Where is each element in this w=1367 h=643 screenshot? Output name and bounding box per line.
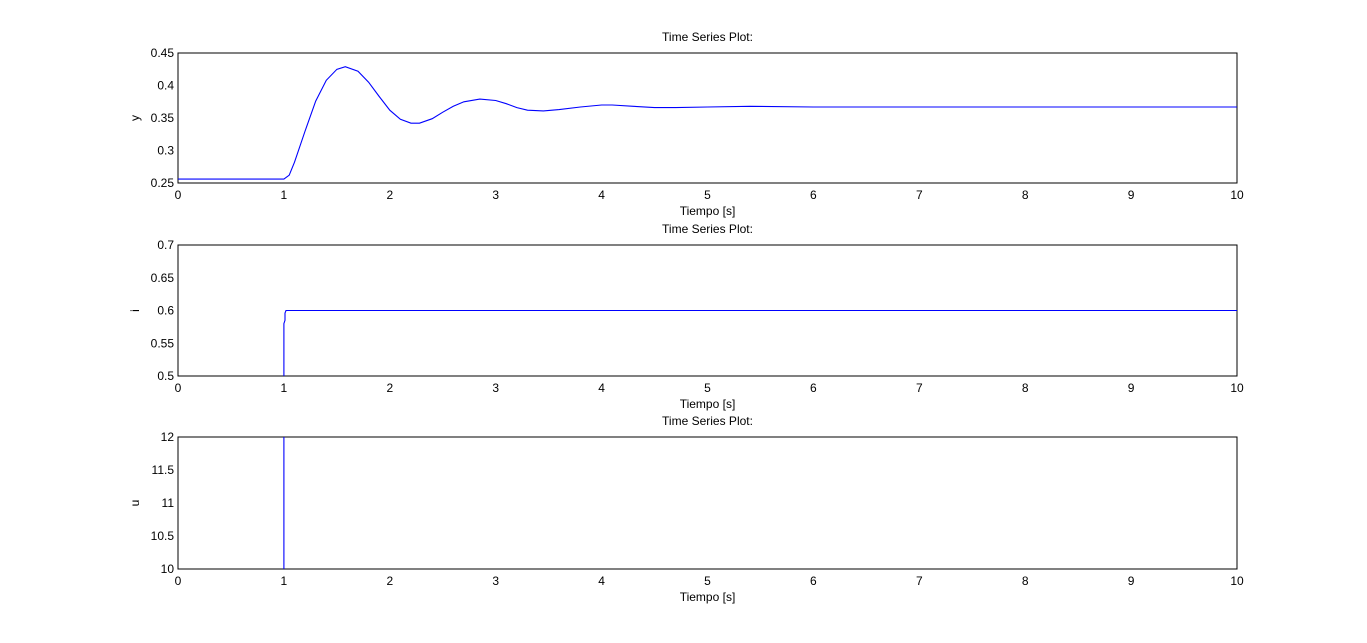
- y-axis-label: i: [128, 309, 142, 312]
- x-tick-label: 9: [1128, 381, 1135, 395]
- x-tick-label: 9: [1128, 574, 1135, 588]
- y-tick-label: 12: [161, 430, 175, 444]
- y-tick-label: 0.6: [157, 304, 174, 318]
- subplot-i: 0 1 2 3 4 5 6 7 8 9 10 0.5 0.55 0.6 0.65 0.7 Time Series…: [128, 222, 1244, 411]
- axes-border: [177, 436, 1238, 570]
- y-axis-label: y: [128, 115, 142, 121]
- x-tick-label: 8: [1022, 188, 1029, 202]
- x-tick-label: 8: [1022, 574, 1029, 588]
- chart-title: Time Series Plot:: [662, 30, 753, 44]
- x-tick-label: 6: [810, 188, 817, 202]
- x-tick-label: 1: [281, 188, 288, 202]
- y-axis-label: u: [128, 500, 142, 507]
- y-tick-label: 0.45: [151, 46, 175, 60]
- x-axis-label: Tiempo [s]: [680, 590, 736, 604]
- x-tick-label: 3: [492, 188, 499, 202]
- y-tick-label: 0.55: [151, 336, 175, 350]
- subplot-y: 0 1 2 3 4 5 6 7 8 9 10 0.25 0.3 0.35 0.4 0.45 Time Serie…: [128, 30, 1244, 218]
- x-tick-label: 0: [175, 381, 182, 395]
- series-line: [283, 309, 1237, 376]
- x-axis-label: Tiempo [s]: [680, 204, 736, 218]
- chart-title: Time Series Plot:: [662, 222, 753, 236]
- x-tick-label: 10: [1230, 188, 1244, 202]
- x-tick-label: 6: [810, 574, 817, 588]
- y-tick-label: 0.5: [157, 369, 174, 383]
- series-line: [178, 66, 1237, 180]
- x-tick-label: 0: [175, 574, 182, 588]
- y-tick-label: 0.25: [151, 176, 175, 190]
- y-tick-label: 10.5: [151, 529, 175, 543]
- y-tick-label: 0.4: [157, 79, 174, 93]
- x-tick-label: 2: [386, 574, 393, 588]
- x-tick-label: 0: [175, 188, 182, 202]
- x-tick-label: 6: [810, 381, 817, 395]
- y-tick-label: 0.3: [157, 144, 174, 158]
- x-tick-label: 1: [281, 381, 288, 395]
- x-tick-label: 2: [386, 381, 393, 395]
- x-tick-label: 10: [1230, 381, 1244, 395]
- x-tick-label: 8: [1022, 381, 1029, 395]
- x-tick-label: 7: [916, 381, 923, 395]
- x-tick-label: 2: [386, 188, 393, 202]
- x-tick-label: 1: [281, 574, 288, 588]
- y-tick-label: 0.7: [157, 238, 174, 252]
- x-tick-label: 3: [492, 381, 499, 395]
- x-tick-label: 4: [598, 381, 605, 395]
- y-tick-label: 11.5: [152, 463, 175, 477]
- x-tick-label: 4: [598, 574, 605, 588]
- x-tick-label: 5: [704, 188, 711, 202]
- chart-title: Time Series Plot:: [662, 414, 753, 428]
- y-tick-label: 10: [161, 562, 175, 576]
- x-tick-label: 9: [1128, 188, 1135, 202]
- x-tick-label: 5: [704, 381, 711, 395]
- y-tick-label: 0.65: [151, 271, 175, 285]
- y-tick-label: 0.35: [151, 111, 175, 125]
- x-tick-label: 7: [916, 574, 923, 588]
- x-tick-label: 7: [916, 188, 923, 202]
- x-tick-label: 5: [704, 574, 711, 588]
- x-axis-label: Tiempo [s]: [680, 397, 736, 411]
- x-tick-label: 10: [1230, 574, 1244, 588]
- x-tick-label: 4: [598, 188, 605, 202]
- y-tick-label: 11: [162, 496, 175, 510]
- x-tick-label: 3: [492, 574, 499, 588]
- axes-border: [177, 52, 1238, 184]
